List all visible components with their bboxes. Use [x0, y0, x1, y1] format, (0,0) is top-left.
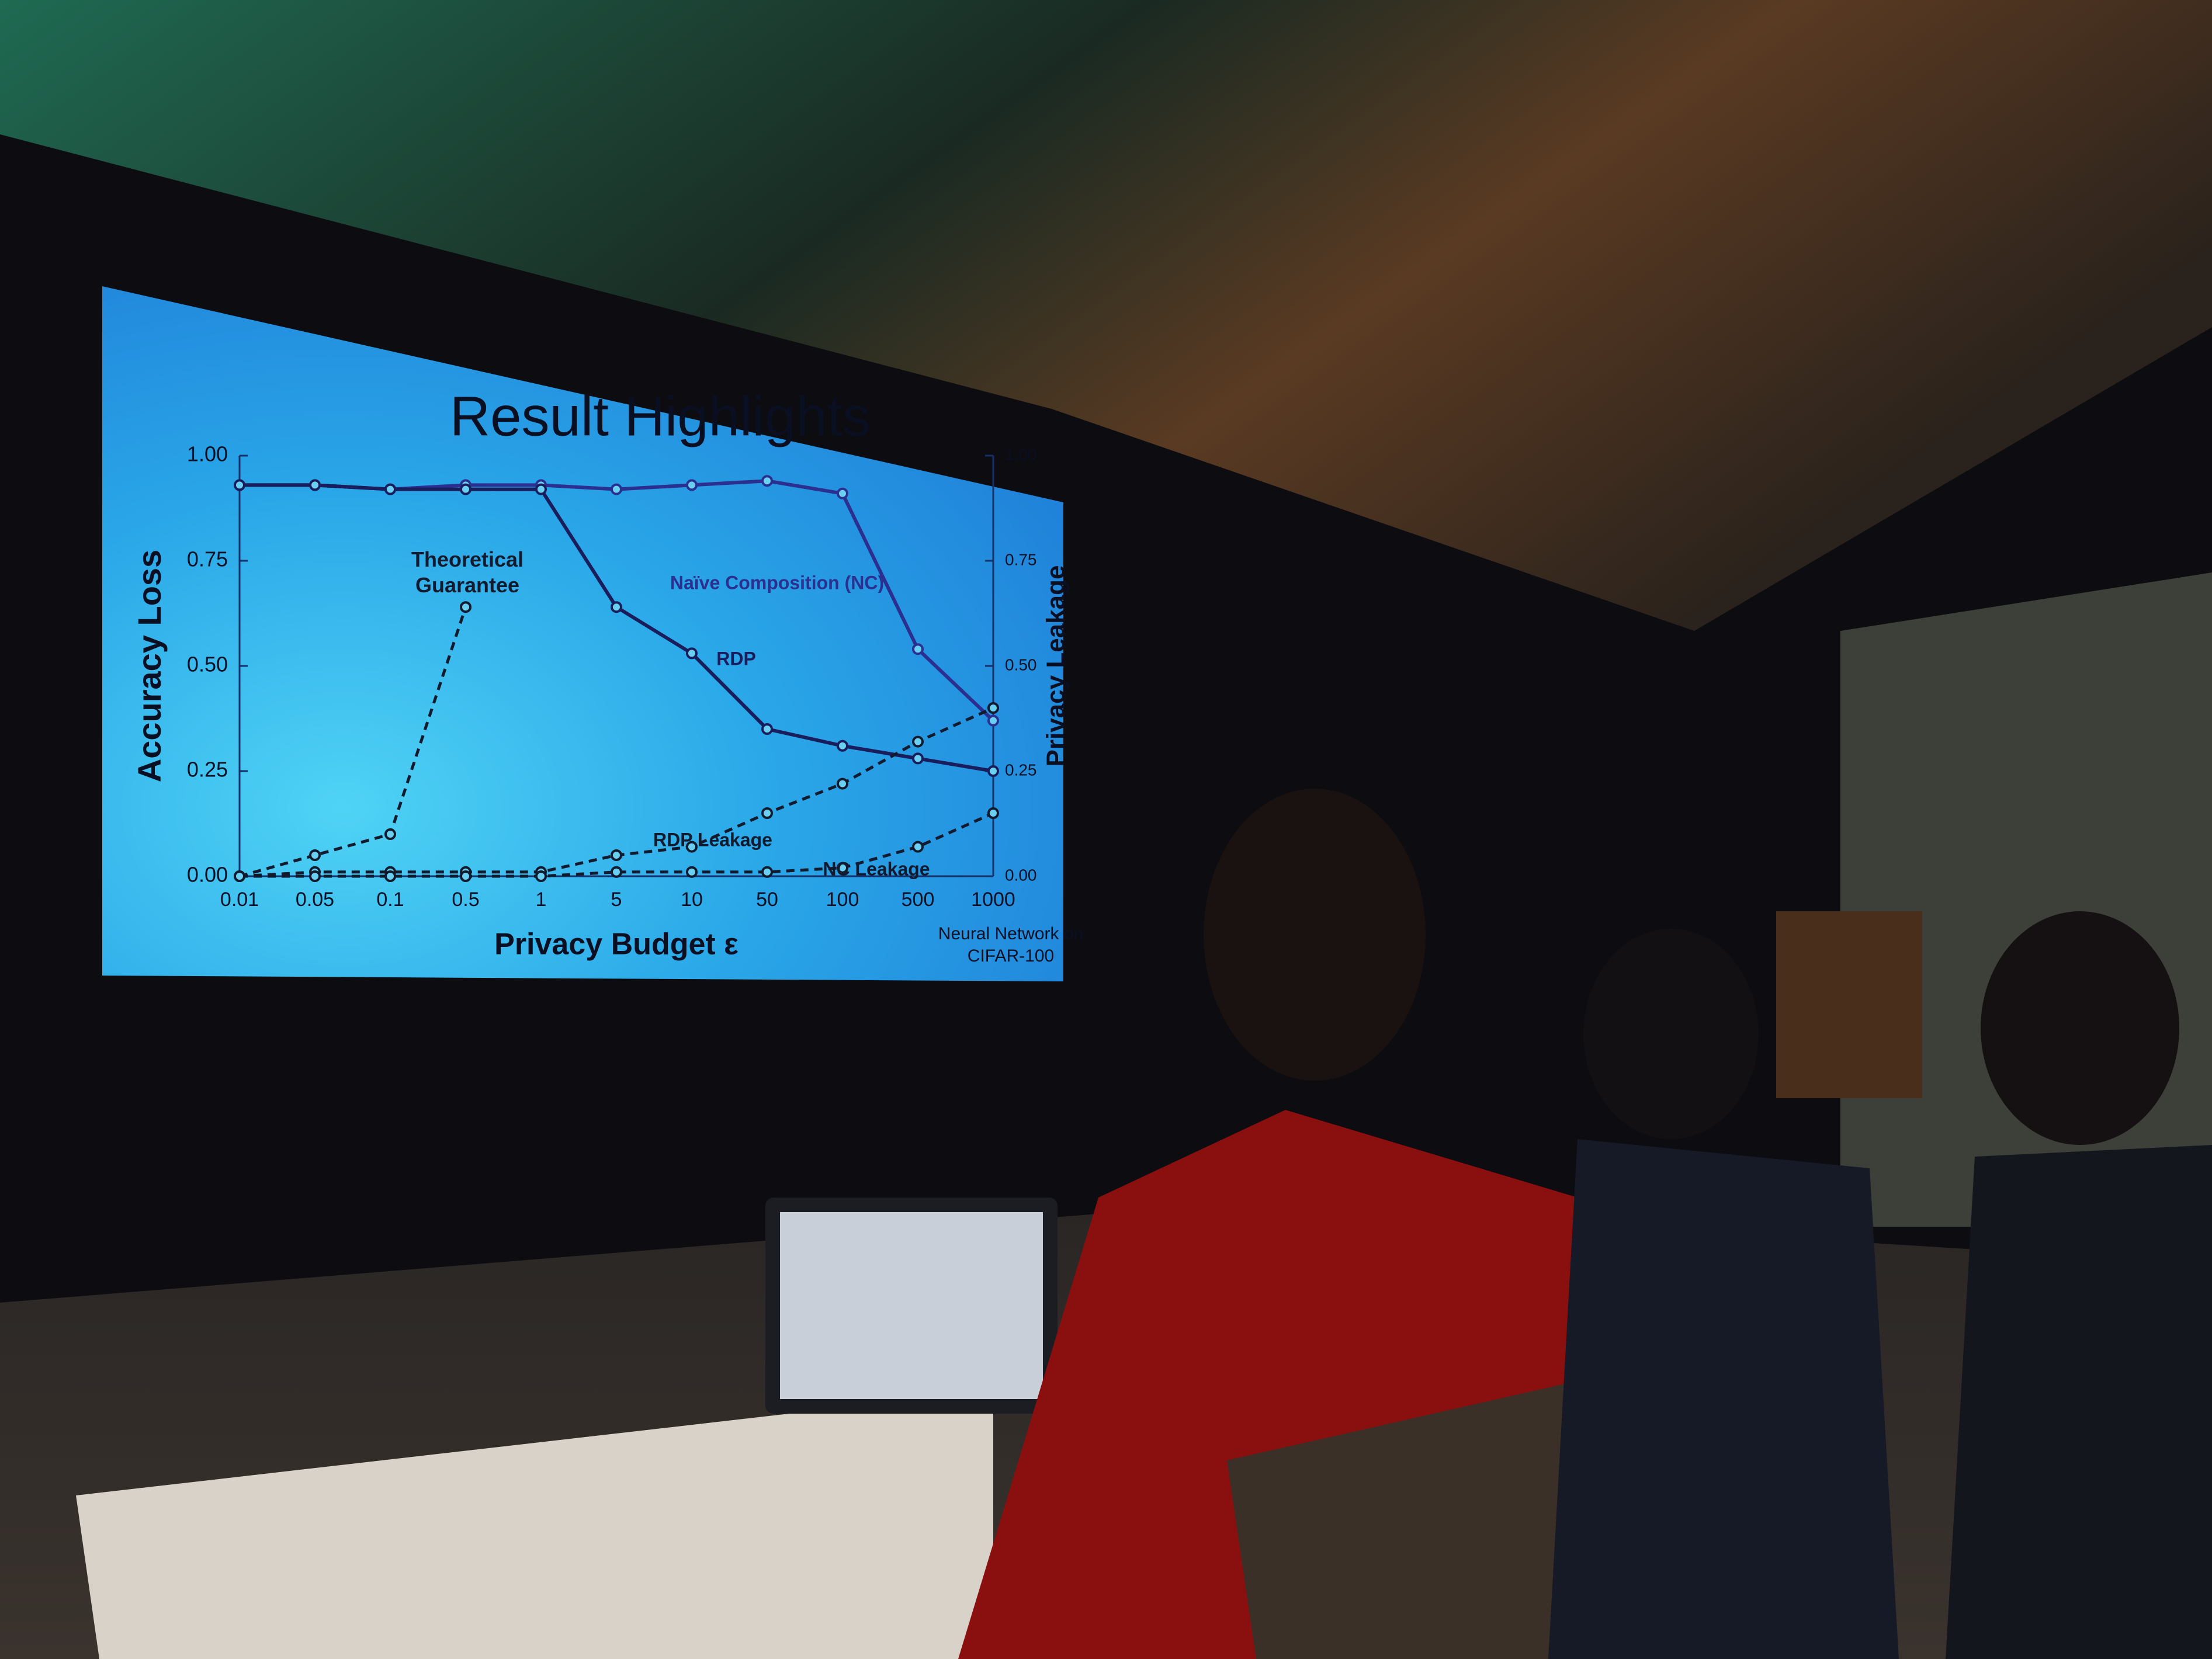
person-head — [1204, 789, 1426, 1081]
x-tick-label: 0.1 — [376, 888, 404, 911]
x-tick-label: 100 — [826, 888, 859, 911]
series-marker — [686, 479, 698, 491]
series-marker — [611, 849, 622, 861]
series-marker — [234, 870, 245, 882]
y-tick-label: 0.00 — [187, 863, 228, 887]
series-marker — [761, 475, 773, 487]
series-label-line: Theoretical — [411, 547, 523, 571]
series-marker — [535, 870, 547, 882]
x-tick-label: 10 — [681, 888, 703, 911]
y2-tick-label: 1.00 — [1005, 445, 1037, 463]
series-marker — [309, 849, 321, 861]
series-marker — [460, 870, 471, 882]
x-tick-label: 0.5 — [452, 888, 479, 911]
series-marker — [987, 714, 999, 727]
x-tick-label: 500 — [902, 888, 935, 911]
series-label-line: Guarantee — [415, 573, 519, 597]
series-label: Theoretical Guarantee — [411, 547, 523, 597]
y-tick-label: 0.25 — [187, 758, 228, 782]
series-marker — [611, 601, 622, 613]
series-line — [239, 606, 467, 878]
y-axis-label: Accuracy Loss — [131, 550, 168, 782]
y-tick-label: 0.75 — [187, 547, 228, 571]
series-marker — [837, 778, 848, 790]
chart-title: Result Highlights — [450, 385, 871, 447]
x-tick-label: 1000 — [971, 888, 1015, 911]
x-axis-label: Privacy Budget ε — [494, 928, 739, 962]
x-tick-label: 5 — [611, 888, 622, 911]
series-marker — [686, 647, 698, 660]
projection-screen — [102, 286, 1063, 981]
person-head — [1583, 929, 1759, 1139]
series-marker — [987, 702, 999, 714]
laptop-screen — [780, 1212, 1043, 1399]
person-body — [1548, 1139, 1899, 1659]
series-label: Naïve Composition (NC) — [670, 572, 884, 593]
series-marker — [686, 866, 698, 878]
series-marker — [761, 807, 773, 819]
chart: Result Highlights 0.00 0.25 0.50 0.75 1.00 0.… — [131, 385, 1083, 966]
series-marker — [987, 807, 999, 819]
y2-tick-label: 0.25 — [1005, 761, 1037, 779]
note-line: CIFAR-100 — [968, 946, 1054, 966]
series-label: NC Leakage — [823, 858, 930, 879]
series-label: RDP — [716, 648, 756, 669]
series-marker — [309, 870, 321, 882]
series-marker — [912, 841, 924, 853]
series-marker — [384, 483, 396, 495]
y2-tick-label: 0.00 — [1005, 866, 1037, 884]
series-marker — [611, 483, 622, 495]
x-tick-label: 1 — [536, 888, 547, 911]
y-tick-label: 0.50 — [187, 653, 228, 676]
ceiling — [0, 0, 2212, 631]
y-tick-label: 1.00 — [187, 442, 228, 466]
series-marker — [761, 866, 773, 878]
series-marker — [309, 479, 321, 491]
note-line: Neural Network on — [938, 924, 1083, 943]
series-marker — [987, 765, 999, 777]
series-marker — [837, 740, 848, 752]
series-marker — [535, 483, 547, 495]
series-marker — [234, 479, 245, 491]
podium — [1776, 911, 1922, 1098]
series-marker — [384, 828, 396, 840]
series-label: RDP Leakage — [653, 829, 772, 850]
series-marker — [837, 487, 848, 499]
series-marker — [761, 723, 773, 735]
series-marker — [384, 870, 396, 882]
series-marker — [686, 841, 698, 853]
table — [76, 1390, 993, 1659]
person-body — [1946, 1145, 2212, 1659]
series-marker — [912, 735, 924, 748]
note: Neural Network on CIFAR-100 — [938, 924, 1083, 966]
x-tick-label: 50 — [756, 888, 778, 911]
series-marker — [837, 862, 848, 874]
side-wall — [1840, 572, 2212, 1227]
series-marker — [912, 752, 924, 765]
y2-tick-label: 0.75 — [1005, 550, 1037, 568]
series-marker — [460, 483, 471, 495]
series-marker — [912, 643, 924, 655]
series-marker — [611, 866, 622, 878]
y2-axis-label: Privacy Leakage — [1042, 565, 1070, 767]
y2-tick-label: 0.50 — [1005, 655, 1037, 674]
series-marker — [460, 601, 471, 613]
x-tick-label: 0.05 — [296, 888, 334, 911]
x-tick-label: 0.01 — [220, 888, 259, 911]
person-head — [1981, 911, 2179, 1145]
